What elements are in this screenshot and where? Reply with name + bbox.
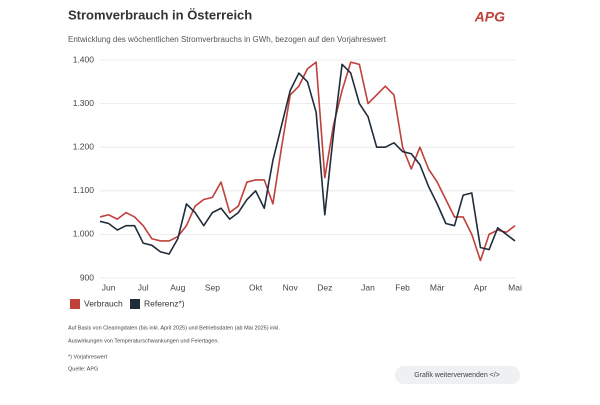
x-tick-label: Sep (205, 282, 220, 292)
x-tick-label: Mär (430, 282, 445, 292)
note: *) Vorjahreswert (68, 354, 108, 360)
series-line (99, 61, 516, 262)
legend-swatch (70, 299, 80, 309)
x-tick-label: Aug (170, 282, 185, 292)
x-tick-label: Nov (283, 282, 299, 292)
plot: 900 1.000 1.100 1.200 1.300 1.400 Jun Jul Aug Sep… (73, 54, 522, 292)
y-tick-label: 900 (80, 272, 94, 282)
legend-label: Referenz*) (144, 298, 185, 308)
x-tick-label: Jul (138, 282, 149, 292)
legend-swatch (130, 299, 140, 309)
note: Quelle: APG (68, 366, 98, 372)
chart-title: Stromverbrauch in Österreich (68, 7, 252, 22)
y-tick-label: 1.300 (73, 98, 95, 108)
chart-subtitle: Entwicklung des wöchentlichen Stromverbr… (68, 35, 387, 44)
button-label[interactable]: Grafik weiterverwenden </> (414, 372, 500, 379)
button[interactable] (395, 366, 520, 384)
x-tick-label: Mai (508, 282, 522, 292)
x-tick-label: Jan (361, 282, 375, 292)
series-line (99, 63, 516, 255)
x-tick-label: Feb (395, 282, 410, 292)
y-tick-label: 1.000 (73, 229, 95, 239)
y-tick-label: 1.400 (73, 54, 95, 64)
note: Auswirkungen von Temperaturschwankungen … (68, 338, 219, 344)
logo: APG (474, 9, 505, 25)
x-tick-label: Dez (317, 282, 332, 292)
legend: Verbrauch Referenz*) (70, 298, 185, 309)
x-tick-label: Jun (102, 282, 116, 292)
legend-label: Verbrauch (84, 298, 123, 308)
x-tick-label: Apr (474, 282, 487, 292)
y-tick-label: 1.100 (73, 185, 95, 195)
y-tick-label: 1.200 (73, 141, 95, 151)
note: Auf Basis von Clearingdaten (bis inkl. A… (68, 325, 280, 331)
x-tick-label: Okt (249, 282, 263, 292)
